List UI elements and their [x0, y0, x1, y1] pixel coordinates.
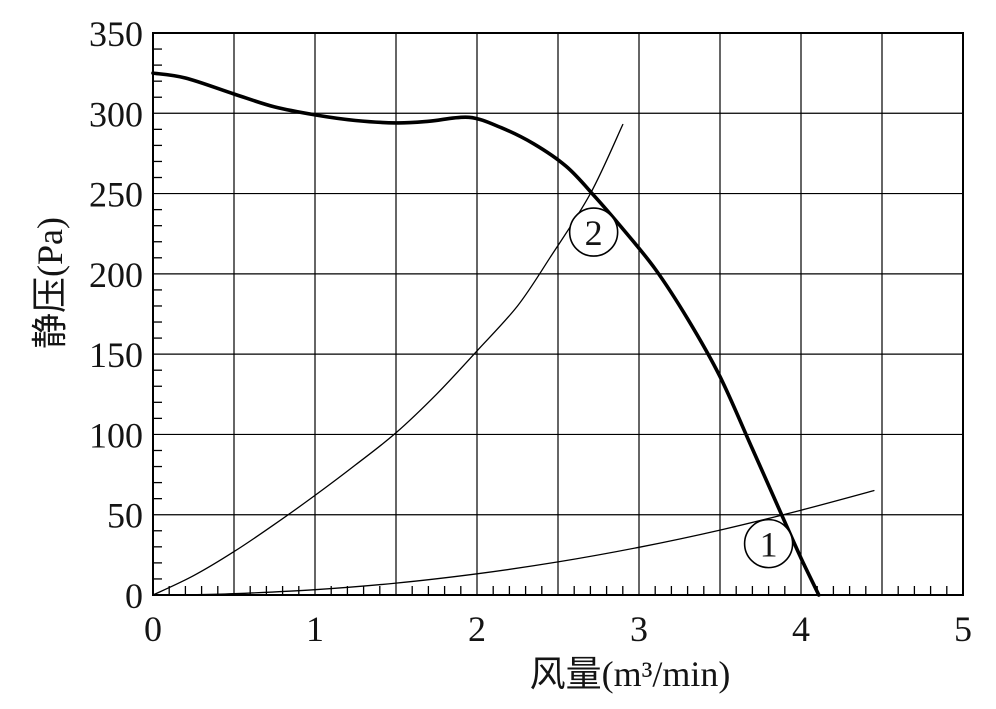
- system-resistance-curve-1: [181, 489, 875, 596]
- gridlines-layer: [153, 33, 963, 595]
- curves-layer: [151, 71, 875, 597]
- y-tick-label: 50: [107, 496, 143, 536]
- y-tick-label: 200: [89, 255, 143, 295]
- x-tick-label: 1: [306, 609, 324, 649]
- curve-label-1: 1: [743, 518, 794, 569]
- curve-label-circle: [568, 207, 619, 257]
- curve-label-2: 2: [568, 207, 619, 257]
- y-tick-label: 250: [89, 175, 143, 215]
- x-tick-label: 3: [630, 609, 648, 649]
- x-tick-label: 4: [792, 609, 810, 649]
- x-axis-title: 风量(m³/min): [530, 654, 731, 694]
- plot-frame: [152, 32, 964, 596]
- y-tick-label: 100: [89, 415, 143, 455]
- curve-annotations-layer: 21: [568, 207, 794, 569]
- fan-static-pressure-curve: [151, 71, 821, 597]
- system-resistance-curve-2: [152, 123, 624, 596]
- y-tick-label: 300: [89, 94, 143, 134]
- curve-label-digit: 2: [585, 213, 603, 253]
- y-tick-label: 0: [125, 576, 143, 616]
- y-tick-label: 350: [89, 14, 143, 54]
- x-tick-label: 2: [468, 609, 486, 649]
- y-axis-title: 静压(Pa): [30, 217, 70, 349]
- x-tick-label: 5: [954, 609, 972, 649]
- curve-label-circle: [743, 518, 794, 569]
- x-tick-label: 0: [144, 609, 162, 649]
- minor-ticks-layer: [153, 48, 948, 595]
- curve-label-digit: 1: [760, 525, 778, 565]
- y-tick-label: 150: [89, 335, 143, 375]
